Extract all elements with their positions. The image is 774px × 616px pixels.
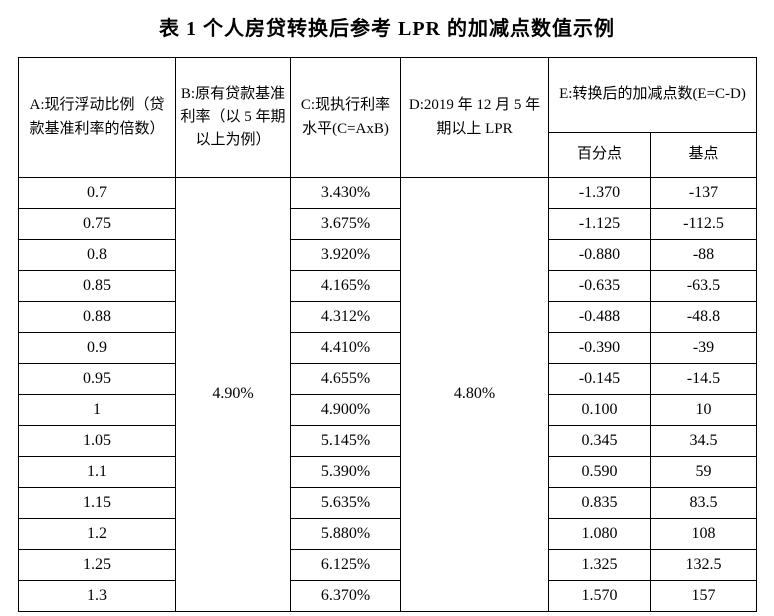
cell-percent: -0.635 [548,270,651,302]
cell-basispoint: 59 [650,456,757,488]
header-row-sub: 百分点 基点 [19,132,757,178]
table-row: 0.7 4.90% 3.430% 4.80% -1.370 -137 [18,177,757,612]
cell-a: 1.05 [18,425,176,457]
table-row: 0.8 3.920% -0.880 -88 [18,239,757,271]
cell-percent: 1.325 [548,549,651,581]
cell-c: 6.125% [290,549,401,581]
header-col-e: E:转换后的加减点数(E=C-D) [548,57,757,133]
cell-c: 4.165% [290,270,401,302]
cell-d-merged: 4.80% [400,177,549,612]
cell-basispoint: 108 [650,518,757,550]
cell-a: 0.7 [18,177,176,209]
cell-a: 0.75 [18,208,176,240]
cell-percent: 0.590 [548,456,651,488]
cell-a: 0.95 [18,363,176,395]
cell-percent: -0.488 [548,301,651,333]
cell-basispoint: -48.8 [650,301,757,333]
table-row: 1.1 5.390% 0.590 59 [18,456,757,488]
cell-a: 0.88 [18,301,176,333]
cell-c: 3.430% [290,177,401,209]
cell-c: 5.635% [290,487,401,519]
header-col-b: B:原有贷款基准利率（以 5 年期以上为例） [175,57,291,178]
cell-c: 5.390% [290,456,401,488]
cell-b-merged: 4.90% [175,177,291,612]
cell-basispoint: 132.5 [650,549,757,581]
cell-a: 1.15 [18,487,176,519]
table-row: 1.25 6.125% 1.325 132.5 [18,549,757,581]
cell-a: 0.85 [18,270,176,302]
cell-percent: -0.145 [548,363,651,395]
cell-c: 5.145% [290,425,401,457]
cell-percent: -1.370 [548,177,651,209]
cell-percent: -1.125 [548,208,651,240]
table-row: 1.05 5.145% 0.345 34.5 [18,425,757,457]
header-col-a: A:现行浮动比例（贷款基准利率的倍数） [18,57,176,178]
cell-basispoint: -88 [650,239,757,271]
cell-percent: 0.835 [548,487,651,519]
cell-percent: -0.390 [548,332,651,364]
table-title: 表 1 个人房贷转换后参考 LPR 的加减点数值示例 [159,18,615,40]
cell-basispoint: 34.5 [650,425,757,457]
cell-a: 1.2 [18,518,176,550]
cell-percent: 0.345 [548,425,651,457]
cell-c: 5.880% [290,518,401,550]
cell-basispoint: -63.5 [650,270,757,302]
cell-basispoint: -137 [650,177,757,209]
cell-a: 0.8 [18,239,176,271]
cell-basispoint: -14.5 [650,363,757,395]
cell-a: 1.25 [18,549,176,581]
table-row: 1.2 5.880% 1.080 108 [18,518,757,550]
cell-basispoint: 157 [650,580,757,612]
table-row: 0.9 4.410% -0.390 -39 [18,332,757,364]
table-row: 0.88 4.312% -0.488 -48.8 [18,301,757,333]
cell-a: 1.1 [18,456,176,488]
cell-percent: 1.570 [548,580,651,612]
cell-c: 3.675% [290,208,401,240]
cell-c: 4.655% [290,363,401,395]
cell-c: 4.312% [290,301,401,333]
lpr-conversion-table: A:现行浮动比例（贷款基准利率的倍数） B:原有贷款基准利率（以 5 年期以上为… [18,57,757,612]
cell-c: 4.410% [290,332,401,364]
cell-percent: -0.880 [548,239,651,271]
table-row: 0.75 3.675% -1.125 -112.5 [18,208,757,240]
table-row: 0.85 4.165% -0.635 -63.5 [18,270,757,302]
header-row-main: A:现行浮动比例（贷款基准利率的倍数） B:原有贷款基准利率（以 5 年期以上为… [18,57,757,178]
cell-basispoint: -39 [650,332,757,364]
table-row: 0.95 4.655% -0.145 -14.5 [18,363,757,395]
cell-percent: 1.080 [548,518,651,550]
cell-c: 6.370% [290,580,401,612]
header-col-e-basispoint: 基点 [650,132,757,178]
header-col-d: D:2019 年 12 月 5 年期以上 LPR [400,57,549,178]
header-col-c: C:现执行利率水平(C=AxB) [290,57,401,178]
table-row: 1.15 5.635% 0.835 83.5 [18,487,757,519]
cell-percent: 0.100 [548,394,651,426]
cell-a: 1 [18,394,176,426]
table-row: 1.3 6.370% 1.570 157 [18,580,757,612]
header-col-e-percent: 百分点 [548,132,651,178]
cell-a: 1.3 [18,580,176,612]
cell-basispoint: 83.5 [650,487,757,519]
cell-c: 3.920% [290,239,401,271]
cell-basispoint: 10 [650,394,757,426]
cell-a: 0.9 [18,332,176,364]
table-row: 1 4.900% 0.100 10 [18,394,757,426]
cell-c: 4.900% [290,394,401,426]
cell-basispoint: -112.5 [650,208,757,240]
